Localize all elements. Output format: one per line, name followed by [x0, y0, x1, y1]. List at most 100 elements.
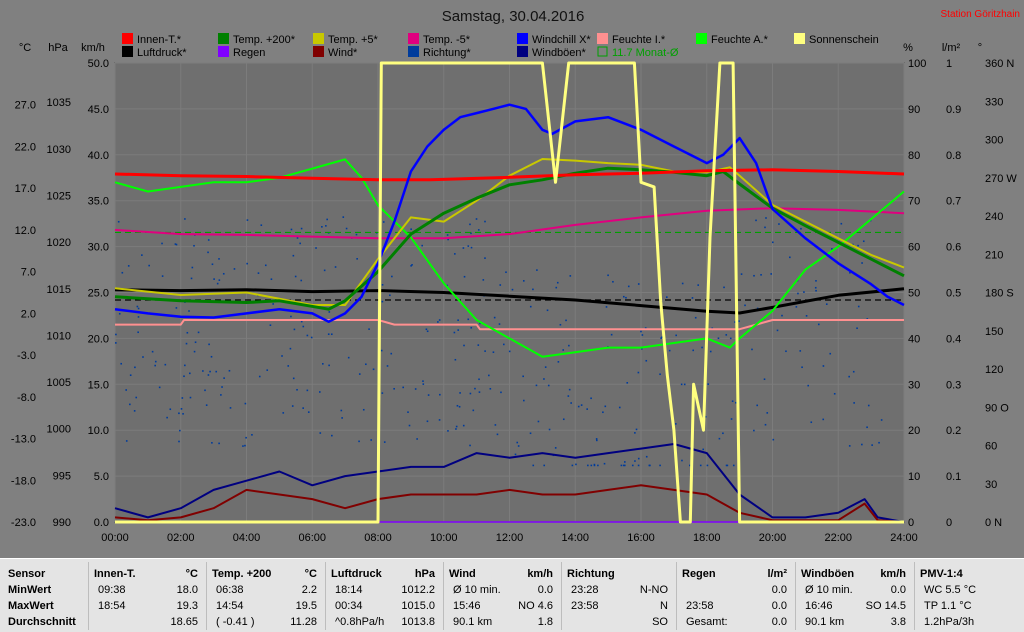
direction-point	[365, 363, 367, 366]
direction-point	[508, 350, 511, 353]
direction-point	[803, 291, 805, 293]
tick-temp_c: 12.0	[15, 225, 36, 237]
direction-point	[625, 296, 627, 299]
direction-point	[559, 323, 562, 326]
direction-point	[414, 388, 417, 390]
stats-column-wind: Wind km/h Ø 10 min. 0.0 15:46 NO 4.6 90.1 km 1.…	[443, 562, 562, 630]
direction-point	[567, 395, 570, 397]
direction-point	[470, 232, 472, 235]
direction-point	[463, 275, 466, 278]
direction-point	[641, 348, 643, 350]
series-windchill-x	[114, 103, 905, 323]
tick-pressure_hpa: 1015	[47, 284, 71, 296]
direction-point	[154, 360, 157, 363]
direction-point	[735, 401, 737, 404]
stats-column-richtung: Richtung 23:28 N-NO 23:58 N SO	[561, 562, 677, 630]
direction-point	[287, 365, 290, 367]
direction-point	[300, 227, 303, 230]
direction-point	[817, 323, 820, 326]
direction-point	[660, 337, 662, 339]
tick-rain_lm2: 0.2	[946, 425, 961, 437]
tick-temp_c: -13.0	[11, 434, 36, 446]
stats-cell-label: 06:38	[216, 584, 244, 596]
stats-header: Windböen	[801, 568, 855, 580]
legend: Innen-T.* Temp. +200* Temp. +5* Temp. -5* Wi…	[122, 33, 879, 59]
direction-point	[637, 464, 640, 467]
direction-point	[568, 388, 571, 391]
axis-unit-rain_lm2: l/m²	[942, 42, 961, 54]
direction-point	[125, 440, 128, 442]
stats-cell-value: 18.0	[176, 584, 198, 596]
direction-point	[822, 418, 825, 421]
direction-point	[543, 378, 545, 380]
direction-point	[765, 217, 767, 219]
direction-point	[622, 464, 625, 467]
direction-point	[383, 441, 386, 443]
direction-point	[623, 464, 626, 467]
direction-point	[125, 389, 127, 391]
direction-point	[707, 383, 710, 385]
direction-point	[296, 237, 299, 239]
direction-point	[484, 220, 486, 223]
direction-point	[228, 369, 231, 372]
stats-column-regen: Regen l/m² 0.0 23:58 0.0 Gesamt: 0.0	[676, 562, 796, 630]
direction-point	[637, 457, 640, 460]
tick-direction_deg: 180 S	[985, 288, 1014, 300]
direction-point	[293, 328, 296, 331]
stats-cell-value: 3.8	[890, 616, 906, 628]
direction-point	[294, 275, 297, 278]
direction-point	[554, 447, 557, 449]
direction-point	[831, 248, 833, 250]
legend-label-richtung: Richtung*	[423, 47, 471, 59]
series-feuchte-a	[114, 158, 905, 358]
direction-point	[470, 246, 473, 249]
direction-point	[134, 366, 136, 369]
direction-point	[137, 316, 140, 318]
direction-point	[213, 278, 215, 280]
direction-point	[389, 294, 391, 297]
direction-point	[221, 386, 223, 388]
direction-point	[556, 281, 559, 284]
direction-point	[191, 266, 194, 269]
direction-point	[517, 445, 520, 447]
tick-wind_kmh: 5.0	[94, 471, 109, 483]
direction-point	[129, 403, 131, 406]
direction-point	[222, 272, 225, 275]
legend-label-sonnenschein: Sonnenschein	[809, 34, 879, 46]
direction-point	[675, 423, 677, 425]
stats-unit: km/h	[880, 568, 906, 580]
direction-point	[477, 229, 480, 231]
station-name: Station Göritzhain	[941, 9, 1021, 20]
direction-point	[380, 349, 383, 352]
direction-point	[181, 397, 184, 399]
direction-point	[319, 432, 322, 434]
direction-point	[800, 227, 802, 230]
direction-point	[218, 442, 220, 445]
direction-point	[115, 333, 117, 336]
direction-point	[861, 262, 863, 264]
direction-point	[853, 402, 855, 404]
tick-direction_deg: 60	[985, 441, 997, 453]
direction-point	[178, 412, 180, 415]
direction-point	[631, 464, 634, 467]
direction-point	[637, 371, 640, 374]
direction-point	[586, 408, 588, 410]
direction-point	[514, 453, 517, 456]
x-tick-label: 14:00	[561, 532, 589, 544]
direction-point	[188, 310, 190, 312]
chart-title: Samstag, 30.04.2016	[442, 8, 585, 25]
direction-point	[635, 428, 638, 431]
direction-point	[569, 275, 572, 277]
direction-point	[544, 366, 547, 368]
stats-cell-label: Ø 10 min.	[453, 584, 501, 596]
tick-temp_c: -18.0	[11, 475, 36, 487]
stats-cell-value: 1015.0	[401, 600, 435, 612]
direction-point	[462, 247, 465, 249]
direction-point	[725, 334, 728, 336]
direction-point	[356, 258, 358, 260]
direction-point	[691, 297, 694, 299]
direction-point	[590, 397, 592, 400]
tick-wind_kmh: 15.0	[88, 379, 109, 391]
tick-pressure_hpa: 1020	[47, 237, 71, 249]
tick-wind_kmh: 25.0	[88, 288, 109, 300]
